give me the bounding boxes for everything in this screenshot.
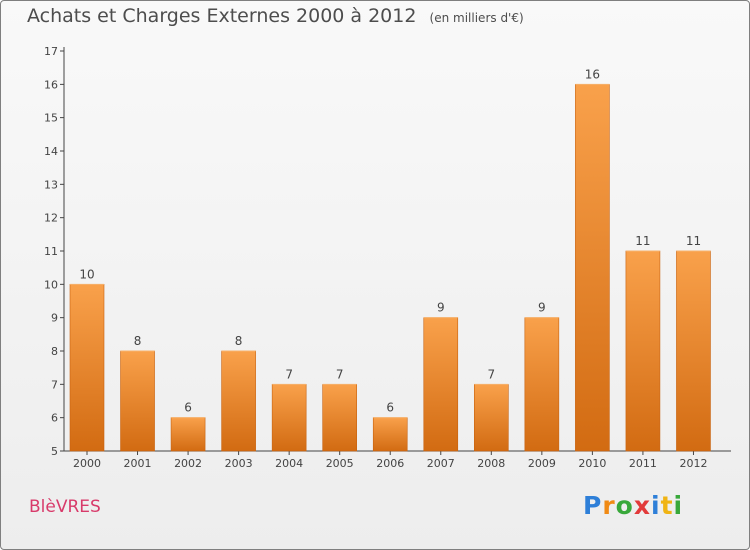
chart-unit-label: (en milliers d'€)	[429, 11, 524, 25]
data-label: 6	[386, 401, 394, 415]
x-tick-label: 2000	[73, 457, 101, 470]
y-tick-label: 5	[51, 445, 58, 458]
logo-letter: t	[660, 491, 674, 520]
x-tick-label: 2011	[629, 457, 657, 470]
bars	[69, 83, 711, 452]
data-label: 7	[336, 367, 344, 381]
x-tick-label: 2006	[376, 457, 404, 470]
x-tick-label: 2010	[578, 457, 606, 470]
data-label: 8	[134, 334, 142, 348]
bar-2008	[474, 384, 509, 452]
y-tick-label: 10	[44, 278, 58, 291]
bar-2009	[524, 317, 560, 452]
x-tick-label: 2003	[225, 457, 253, 470]
data-label: 8	[235, 334, 243, 348]
data-labels: 10 8 6 8 7 7 6 9 7 9 16 11 11	[79, 67, 701, 414]
logo-letter: r	[602, 491, 616, 520]
y-tick-label: 15	[44, 112, 58, 125]
x-tick-label: 2005	[326, 457, 354, 470]
y-tick-label: 17	[44, 45, 58, 58]
bar-2011	[625, 250, 661, 452]
data-label: 7	[285, 367, 293, 381]
logo-letter: i	[673, 491, 684, 520]
y-tick-label: 14	[44, 145, 58, 158]
x-tick-label: 2002	[174, 457, 202, 470]
data-label: 16	[585, 67, 600, 81]
bar-2000	[69, 284, 105, 452]
data-label: 7	[487, 367, 495, 381]
commune-name: BlèVRES	[29, 497, 101, 517]
bar-2007	[423, 317, 459, 452]
data-label: 10	[79, 267, 94, 281]
data-label: 11	[635, 234, 650, 248]
y-tick-label: 11	[44, 245, 58, 258]
y-tick-label: 7	[51, 378, 58, 391]
x-tick-label: 2007	[427, 457, 455, 470]
y-tick-label: 13	[44, 178, 58, 191]
data-label: 9	[538, 301, 546, 315]
y-tick-label: 16	[44, 78, 58, 91]
proxiti-logo: Proxiti	[583, 491, 683, 520]
x-tick-label: 2008	[477, 457, 505, 470]
y-tick-label: 6	[51, 412, 58, 425]
logo-letter: P	[583, 491, 603, 520]
x-tick-label: 2004	[275, 457, 303, 470]
data-label: 9	[437, 301, 445, 315]
x-tick-label: 2012	[679, 457, 707, 470]
data-label: 11	[686, 234, 701, 248]
chart-title: Achats et Charges Externes 2000 à 2012 (…	[27, 5, 524, 27]
bar-2002	[170, 417, 206, 452]
logo-letter: o	[615, 491, 634, 520]
logo-letter: x	[633, 491, 651, 520]
bar-2001	[120, 350, 155, 452]
bar-2012	[676, 250, 711, 452]
bar-2005	[322, 384, 357, 452]
chart-title-text: Achats et Charges Externes 2000 à 2012	[27, 5, 417, 27]
bar-2004	[271, 384, 307, 452]
bar-2003	[221, 350, 256, 452]
bar-2006	[372, 417, 408, 452]
logo-letter: i	[651, 491, 661, 520]
x-tick-label: 2001	[124, 457, 152, 470]
y-tick-label: 8	[51, 345, 58, 358]
x-tick-label: 2009	[528, 457, 556, 470]
y-tick-label: 9	[51, 312, 58, 325]
y-tick-label: 12	[44, 212, 58, 225]
data-label: 6	[184, 401, 192, 415]
bar-2010	[575, 84, 610, 452]
